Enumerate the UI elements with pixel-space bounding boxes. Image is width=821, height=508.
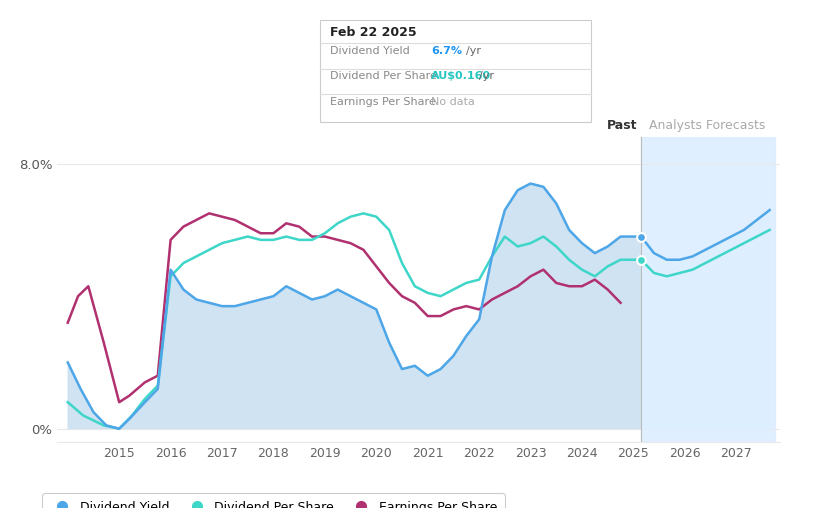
Text: Dividend Per Share: Dividend Per Share [330, 71, 437, 81]
Text: Feb 22 2025: Feb 22 2025 [330, 26, 417, 40]
Text: 6.7%: 6.7% [431, 46, 462, 56]
Text: Earnings Per Share: Earnings Per Share [330, 97, 436, 107]
Text: Dividend Yield: Dividend Yield [330, 46, 410, 56]
Text: No data: No data [431, 97, 475, 107]
Text: /yr: /yr [479, 71, 493, 81]
Text: /yr: /yr [466, 46, 480, 56]
Text: Past: Past [607, 119, 637, 132]
Bar [641, 137, 775, 442]
Text: Analysts Forecasts: Analysts Forecasts [649, 119, 766, 132]
Legend: Dividend Yield, Dividend Per Share, Earnings Per Share: Dividend Yield, Dividend Per Share, Earn… [42, 493, 505, 508]
Point [635, 233, 648, 241]
Point [635, 256, 648, 264]
Text: AU$0.160: AU$0.160 [431, 71, 491, 81]
